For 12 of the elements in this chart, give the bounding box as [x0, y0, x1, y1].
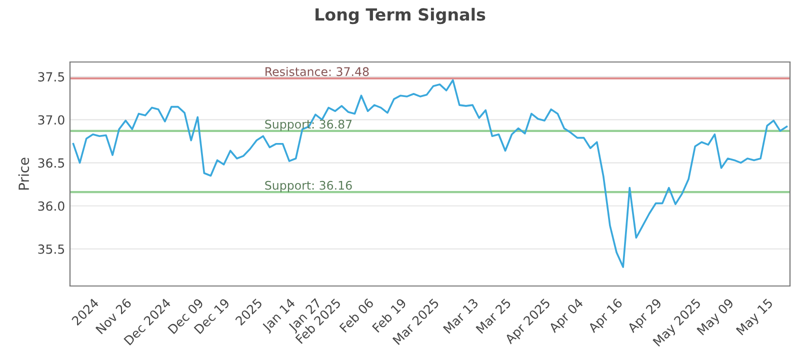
- ref-line-label: Resistance: 37.48: [266, 66, 369, 76]
- y-tick-label: 36.5: [38, 158, 64, 168]
- line-series: [72, 79, 788, 268]
- x-tick-label: Apr 16: [587, 298, 625, 335]
- y-axis-title: Price: [18, 158, 30, 190]
- chart-title: Long Term Signals: [316, 8, 486, 24]
- y-tick-label: 37.0: [38, 115, 64, 125]
- y-tick-label: 36.0: [38, 201, 64, 211]
- y-tick-label: 35.5: [38, 244, 64, 254]
- y-tick-label: 37.5: [38, 72, 64, 82]
- ref-line-label: Support: 36.16: [265, 180, 352, 192]
- x-tick-label: Apr 04: [548, 298, 586, 335]
